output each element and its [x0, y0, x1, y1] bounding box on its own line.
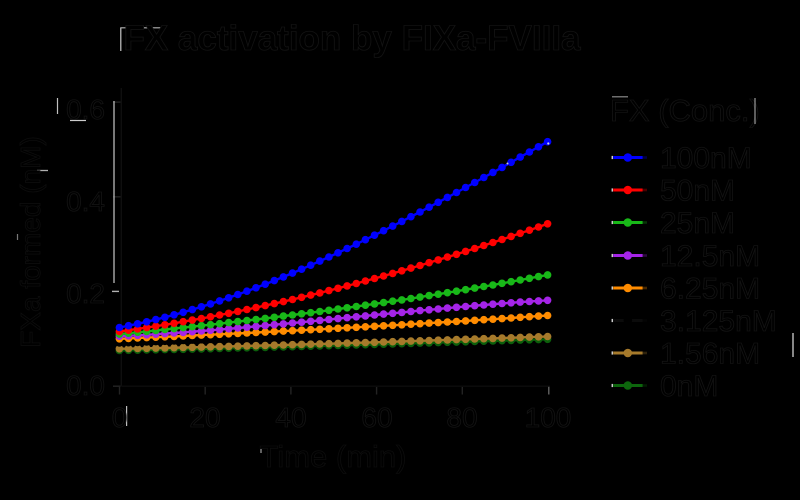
svg-text:FXa formed (nM): FXa formed (nM) — [15, 136, 46, 348]
svg-text:FX activation by FIXa-FVIIIa: FX activation by FIXa-FVIIIa — [123, 19, 581, 58]
svg-text:50nM: 50nM — [660, 175, 735, 208]
svg-text:3.125nM: 3.125nM — [660, 305, 777, 338]
svg-text:1.56nM: 1.56nM — [660, 338, 760, 371]
svg-text:40: 40 — [275, 402, 306, 433]
svg-text:100: 100 — [525, 402, 572, 433]
svg-text:6.25nM: 6.25nM — [660, 273, 760, 306]
svg-text:0.2: 0.2 — [66, 278, 105, 309]
svg-text:FX (Conc.): FX (Conc.) — [610, 93, 760, 128]
svg-text:25nM: 25nM — [660, 207, 735, 240]
svg-text:12.5nM: 12.5nM — [660, 240, 760, 273]
svg-text:80: 80 — [446, 402, 477, 433]
svg-text:0.6: 0.6 — [66, 94, 105, 125]
svg-text:0nM: 0nM — [660, 370, 718, 403]
svg-text:0: 0 — [112, 402, 128, 433]
svg-text:Time (min): Time (min) — [260, 439, 407, 474]
svg-text:0.4: 0.4 — [66, 186, 105, 217]
svg-text:60: 60 — [361, 402, 392, 433]
svg-text:20: 20 — [189, 402, 220, 433]
svg-text:0.0: 0.0 — [66, 370, 105, 401]
svg-text:100nM: 100nM — [660, 142, 752, 175]
